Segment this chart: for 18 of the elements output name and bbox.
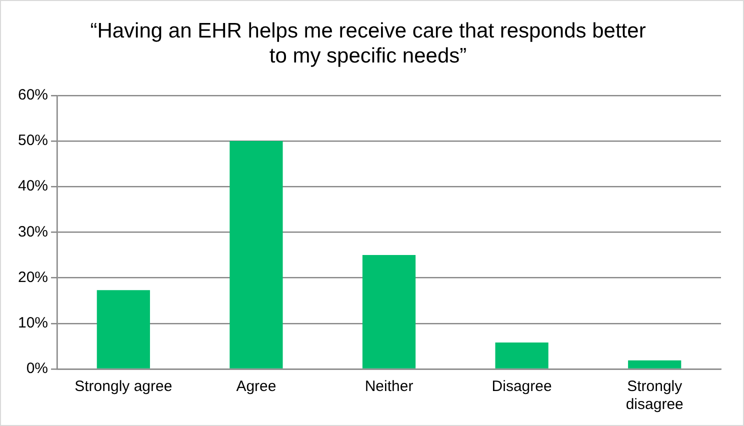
- y-tick-label: 10%: [18, 314, 48, 332]
- y-tick-label: 0%: [26, 360, 48, 378]
- y-tick-label: 50%: [18, 132, 48, 150]
- y-tick-label: 20%: [18, 268, 48, 286]
- y-tick-label: 40%: [18, 178, 48, 195]
- x-tick-label: Strongly agree: [74, 378, 172, 396]
- y-tick-label: 60%: [18, 86, 48, 104]
- bar: [362, 255, 416, 368]
- bar: [628, 360, 682, 368]
- x-tick-label: Neither: [364, 378, 414, 396]
- chart-title: “Having an EHR helps me receive care that responds better to my specific needs”: [90, 19, 646, 68]
- bar: [495, 342, 548, 368]
- x-tick-label: Strongly disagree: [626, 378, 684, 414]
- x-tick-label: Agree: [236, 378, 276, 396]
- bar: [230, 141, 283, 368]
- bar: [96, 290, 150, 368]
- x-tick-label: Disagree: [492, 378, 552, 396]
- y-tick-label: 30%: [18, 223, 48, 240]
